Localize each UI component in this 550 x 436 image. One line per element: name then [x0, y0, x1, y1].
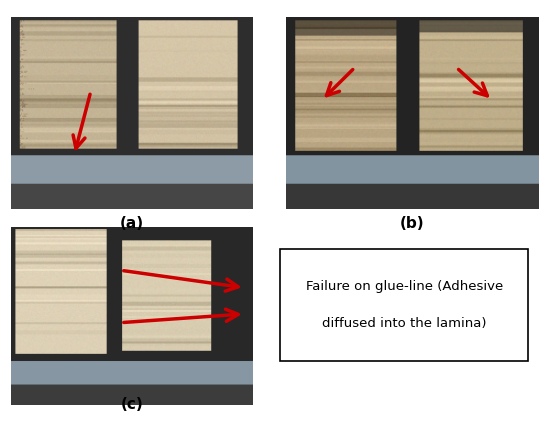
Text: Failure on glue-line (Adhesive: Failure on glue-line (Adhesive — [306, 280, 503, 293]
Text: (c): (c) — [120, 397, 144, 412]
Text: diffused into the lamina): diffused into the lamina) — [322, 317, 487, 330]
Text: (a): (a) — [120, 216, 144, 231]
FancyBboxPatch shape — [280, 249, 529, 361]
Text: (b): (b) — [400, 216, 425, 231]
